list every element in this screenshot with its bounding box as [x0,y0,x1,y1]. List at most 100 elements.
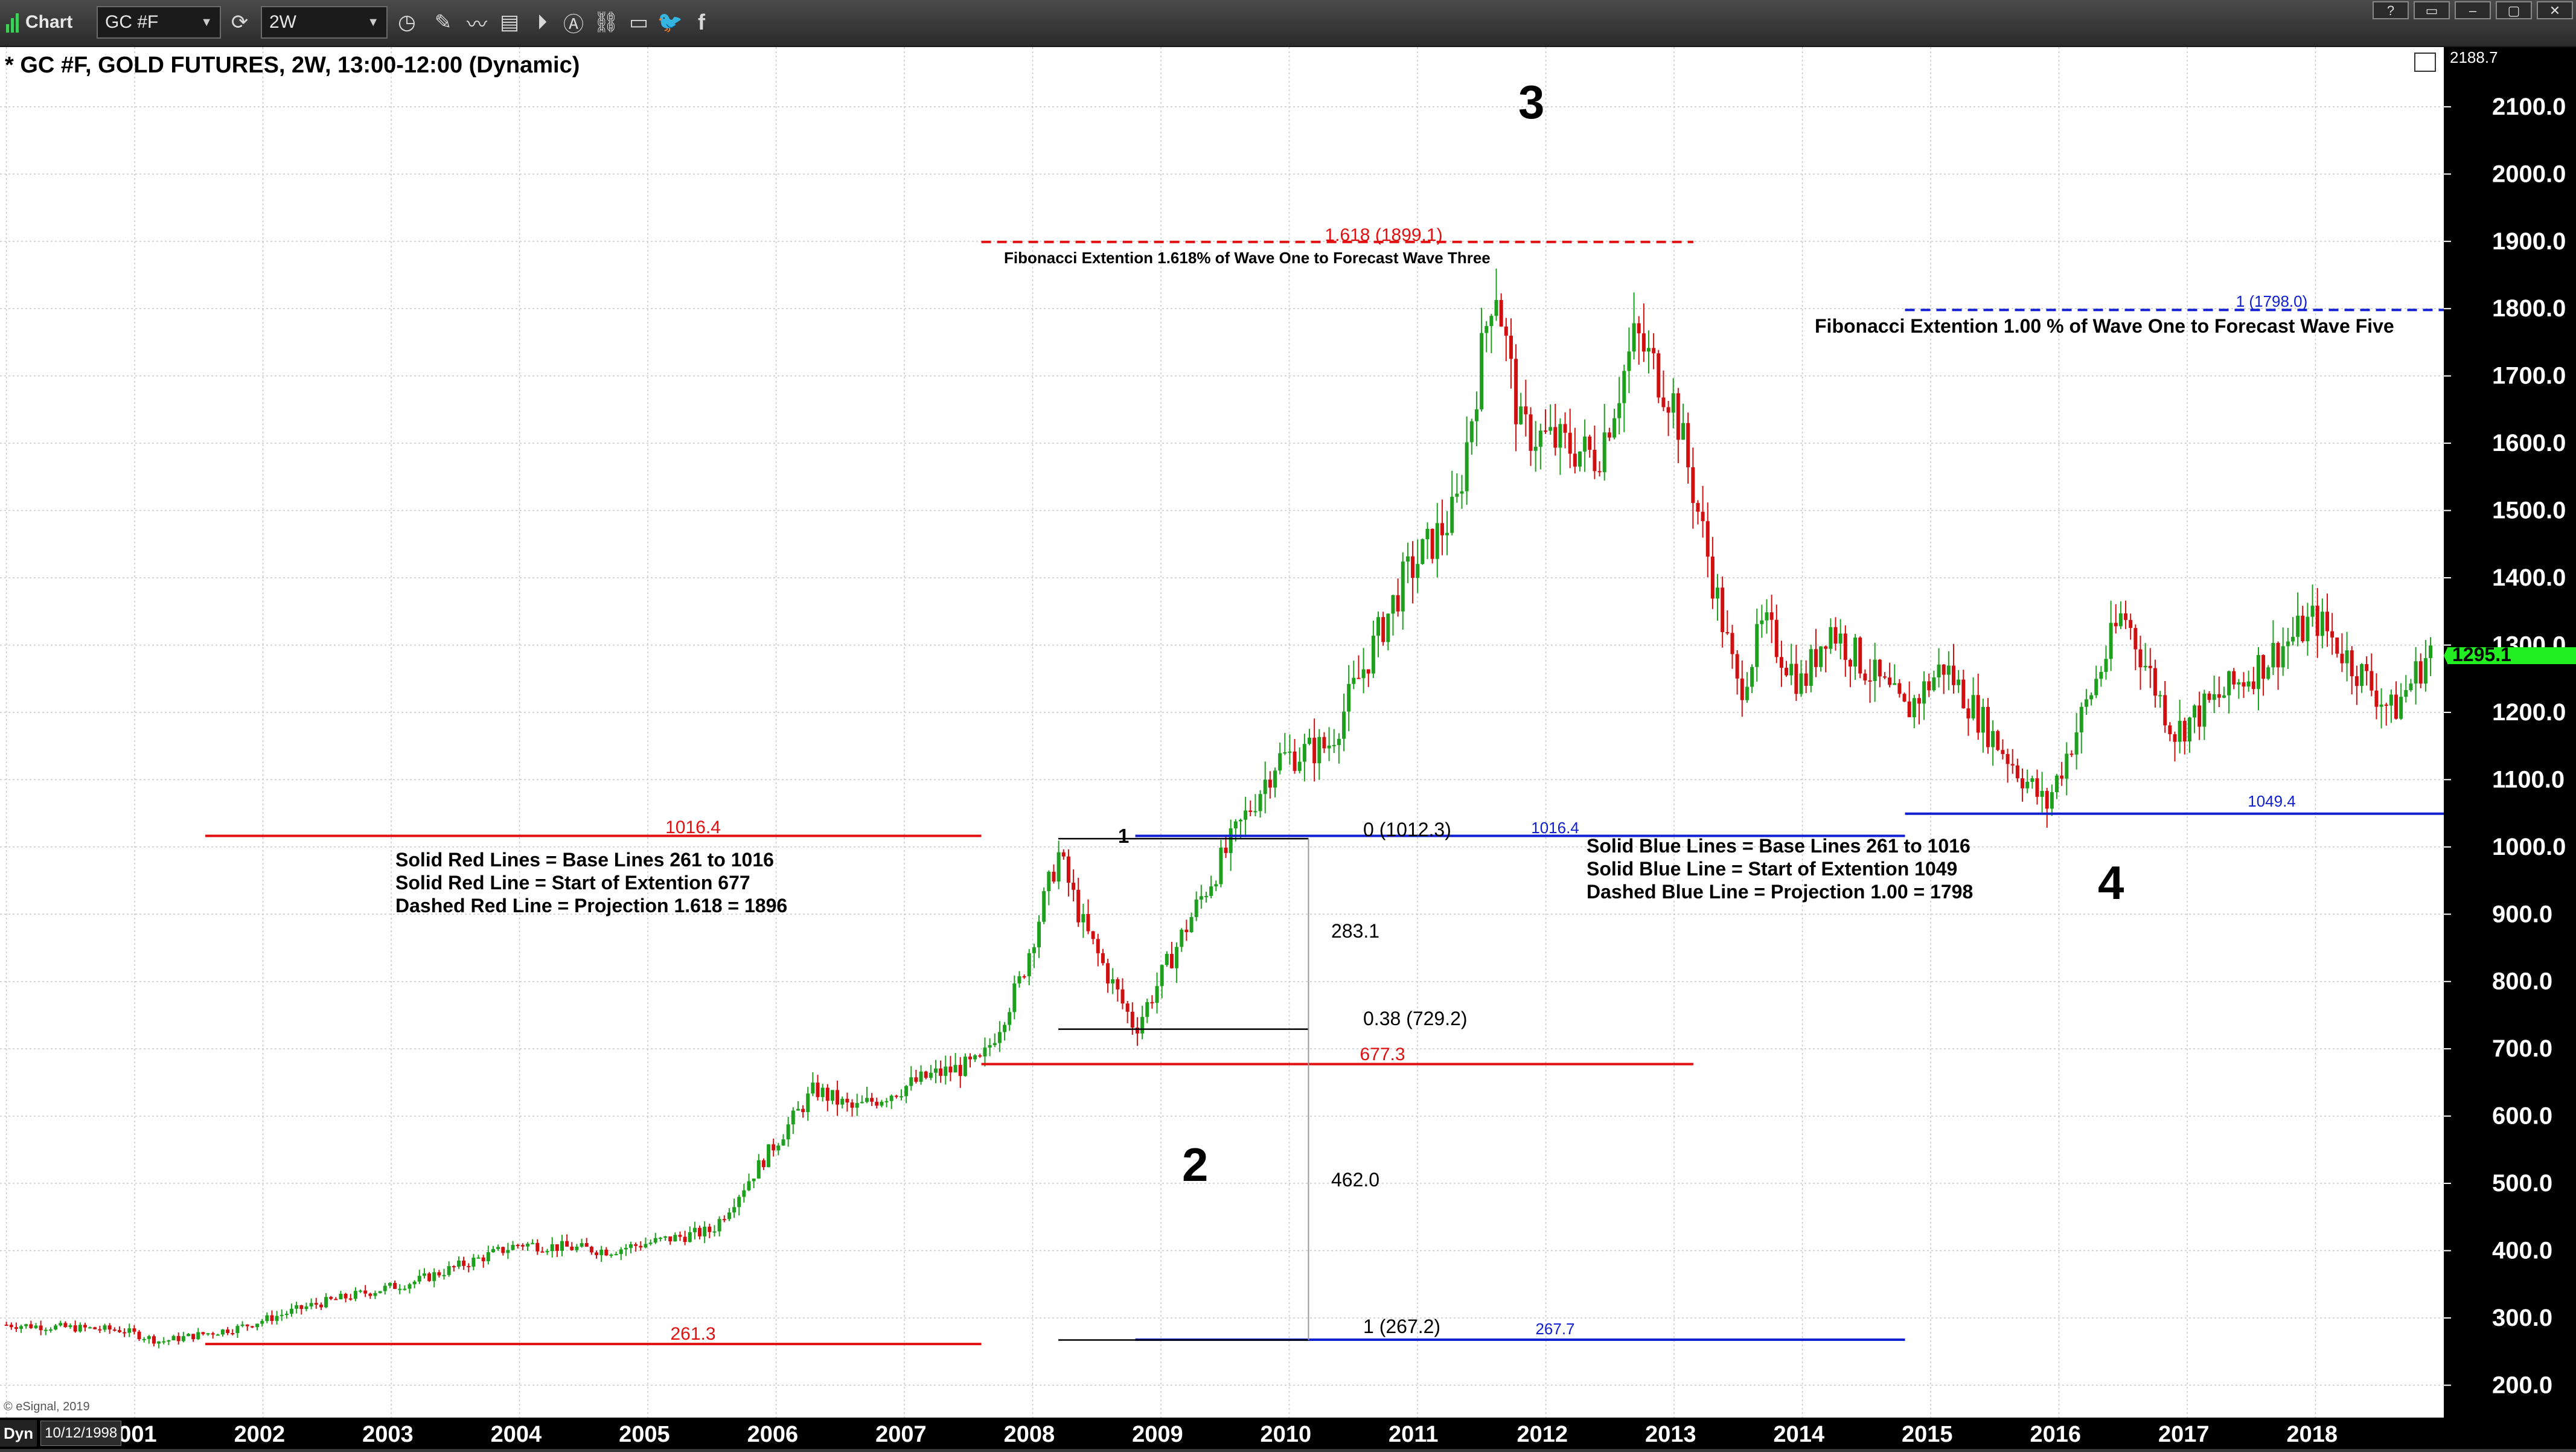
candle-down [1730,633,1734,654]
candle-up [1352,677,1356,684]
interval-value: 2W [269,12,296,32]
play-icon[interactable]: ⏵ [537,10,548,34]
candle-down [467,1265,471,1267]
candle-up [1386,613,1390,642]
candle-up [1494,299,1498,316]
candle-up [88,1327,92,1329]
candle-down [1091,931,1095,939]
candle-up [1111,979,1115,983]
clock-icon[interactable]: ◷ [398,11,416,34]
link-icon[interactable]: ⛓ [593,11,619,34]
candle-up [2237,682,2241,685]
candle-up [284,1313,289,1315]
time-tick-label: 2018 [2287,1422,2338,1447]
candle-down [772,1144,776,1151]
candle-down [2006,753,2010,764]
candle-up [545,1251,549,1253]
candle-up [2414,661,2418,684]
candle-up [407,1284,412,1289]
candle-up [2266,667,2271,679]
candle-down [1676,393,1680,440]
candle-down [1696,503,1700,512]
candle-down [93,1327,97,1329]
time-tick-label: 2013 [1645,1422,1696,1447]
candle-down [2251,681,2255,689]
candle-down [314,1303,318,1305]
candle-up [1829,627,1833,649]
chart-restore-icon[interactable] [2414,53,2436,72]
candle-up [2030,778,2034,782]
candle-down [1804,673,1808,686]
maximize-button[interactable]: ▢ [2496,1,2532,19]
refresh-icon[interactable]: ⟳ [231,11,249,34]
price-chart[interactable]: * GC #F, GOLD FUTURES, 2W, 13:00-12:00 (… [0,47,2576,1449]
candle-down [334,1299,338,1300]
candle-up [830,1090,834,1101]
restore-button[interactable]: ▭ [2414,1,2450,19]
candle-down [1366,669,1370,674]
close-button[interactable]: ✕ [2537,1,2573,19]
chevron-down-icon[interactable]: ▼ [200,15,213,29]
alert-icon[interactable]: Ⓐ [563,13,584,36]
chart-area[interactable]: * GC #F, GOLD FUTURES, 2W, 13:00-12:00 (… [0,47,2576,1449]
candle-up [1032,947,1036,953]
symbol-input[interactable]: GC #F ▼ [97,6,221,39]
candle-up [2222,695,2226,698]
dyn-label[interactable]: Dyn [0,1420,37,1447]
candle-up [1946,665,1951,675]
interval-select[interactable]: 2W ▼ [261,6,388,39]
candle-up [992,1043,997,1046]
candle-up [953,1064,957,1073]
pencil-icon[interactable]: ✎ [434,11,452,34]
candle-down [1268,779,1272,788]
candle-up [1219,848,1223,884]
candle-up [1263,779,1267,795]
price-tick-label: 1800.0 [2492,295,2566,322]
candle-up [1405,556,1410,562]
candle-up [884,1101,889,1102]
candle-down [2021,778,2025,788]
minimize-button[interactable]: – [2455,1,2491,19]
candle-down [2035,778,2039,797]
candle-down [801,1108,805,1112]
candle-up [1519,406,1523,424]
candle-up [865,1098,869,1102]
candle-up [988,1045,992,1048]
start-date-field[interactable]: 10/12/1998 [40,1421,122,1446]
candle-down [231,1333,235,1335]
candle-up [756,1160,761,1179]
candle-up [2104,659,2108,672]
price-tick-label: 800.0 [2492,968,2552,995]
time-tick-label: 2015 [1902,1422,1953,1447]
candle-up [1278,753,1282,771]
candle-up [456,1260,461,1267]
candle-up [658,1238,662,1239]
help-button[interactable]: ? [2373,1,2409,19]
candle-up [1421,539,1425,564]
candle-up [619,1249,623,1255]
candle-up [1435,523,1439,559]
chevron-down-icon[interactable]: ▼ [367,15,379,29]
candle-up [531,1243,535,1244]
candle-up [280,1314,284,1316]
twitter-icon[interactable]: 🐦 [657,11,683,34]
candle-up [1577,451,1582,467]
studies-icon[interactable]: ▤ [499,11,520,34]
chat-icon[interactable]: ▭ [628,11,649,34]
candle-down [1848,660,1852,667]
facebook-icon[interactable]: f [698,10,705,34]
line-chart-icon[interactable]: 〰 [467,13,487,36]
candle-up [235,1326,240,1334]
price-tick-label: 1900.0 [2492,228,2566,255]
candle-up [1981,706,1985,733]
candle-up [860,1102,864,1104]
blue-note-line-1: Solid Blue Lines = Base Lines 261 to 101… [1587,835,1970,857]
candle-up [2055,775,2059,793]
candle-up [447,1266,451,1275]
candle-down [1524,406,1528,415]
candle-up [727,1212,731,1220]
candle-down [137,1331,141,1340]
candle-up [889,1095,893,1101]
candle-up [1273,770,1277,788]
candle-down [1917,698,1921,704]
